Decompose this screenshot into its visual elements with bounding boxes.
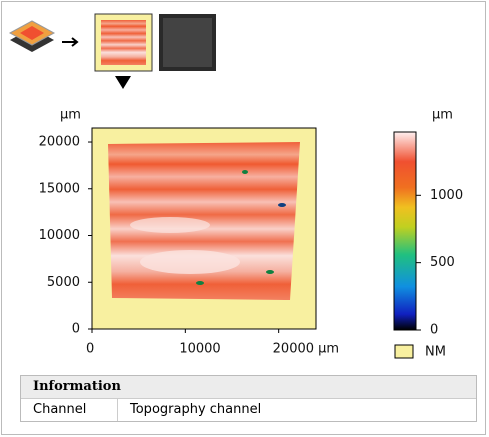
y-tick-label: 20000 (39, 135, 80, 150)
y-tick-label: 15000 (39, 181, 80, 196)
y-tick-label: 0 (72, 322, 80, 337)
info-key: Channel (21, 399, 118, 421)
screen: NM µm µm 01000020000 µm05000100001500020… (0, 0, 489, 437)
nm-label: NM (425, 345, 446, 360)
y-tick-label: 10000 (39, 228, 80, 243)
colorbar-unit: µm (432, 108, 453, 123)
colorbar-tick-label: 500 (430, 255, 455, 270)
x-tick-label: 0 (86, 342, 94, 357)
colorbar-tick-label: 1000 (430, 188, 463, 203)
info-title: Information (21, 376, 476, 399)
info-row: Channel Topography channel (21, 399, 476, 421)
y-tick-label: 5000 (47, 275, 80, 290)
x-tick-label: 10000 (179, 342, 220, 357)
y-unit: µm (60, 108, 81, 123)
nm-swatch (395, 345, 413, 358)
x-tick-label: 20000 µm (273, 342, 339, 357)
colorbar-tick-label: 0 (430, 323, 438, 338)
heatmap (92, 128, 316, 329)
info-value: Topography channel (118, 399, 261, 421)
colorbar (394, 132, 416, 330)
info-table: Information Channel Topography channel (20, 375, 477, 422)
thumbnails (10, 14, 216, 89)
